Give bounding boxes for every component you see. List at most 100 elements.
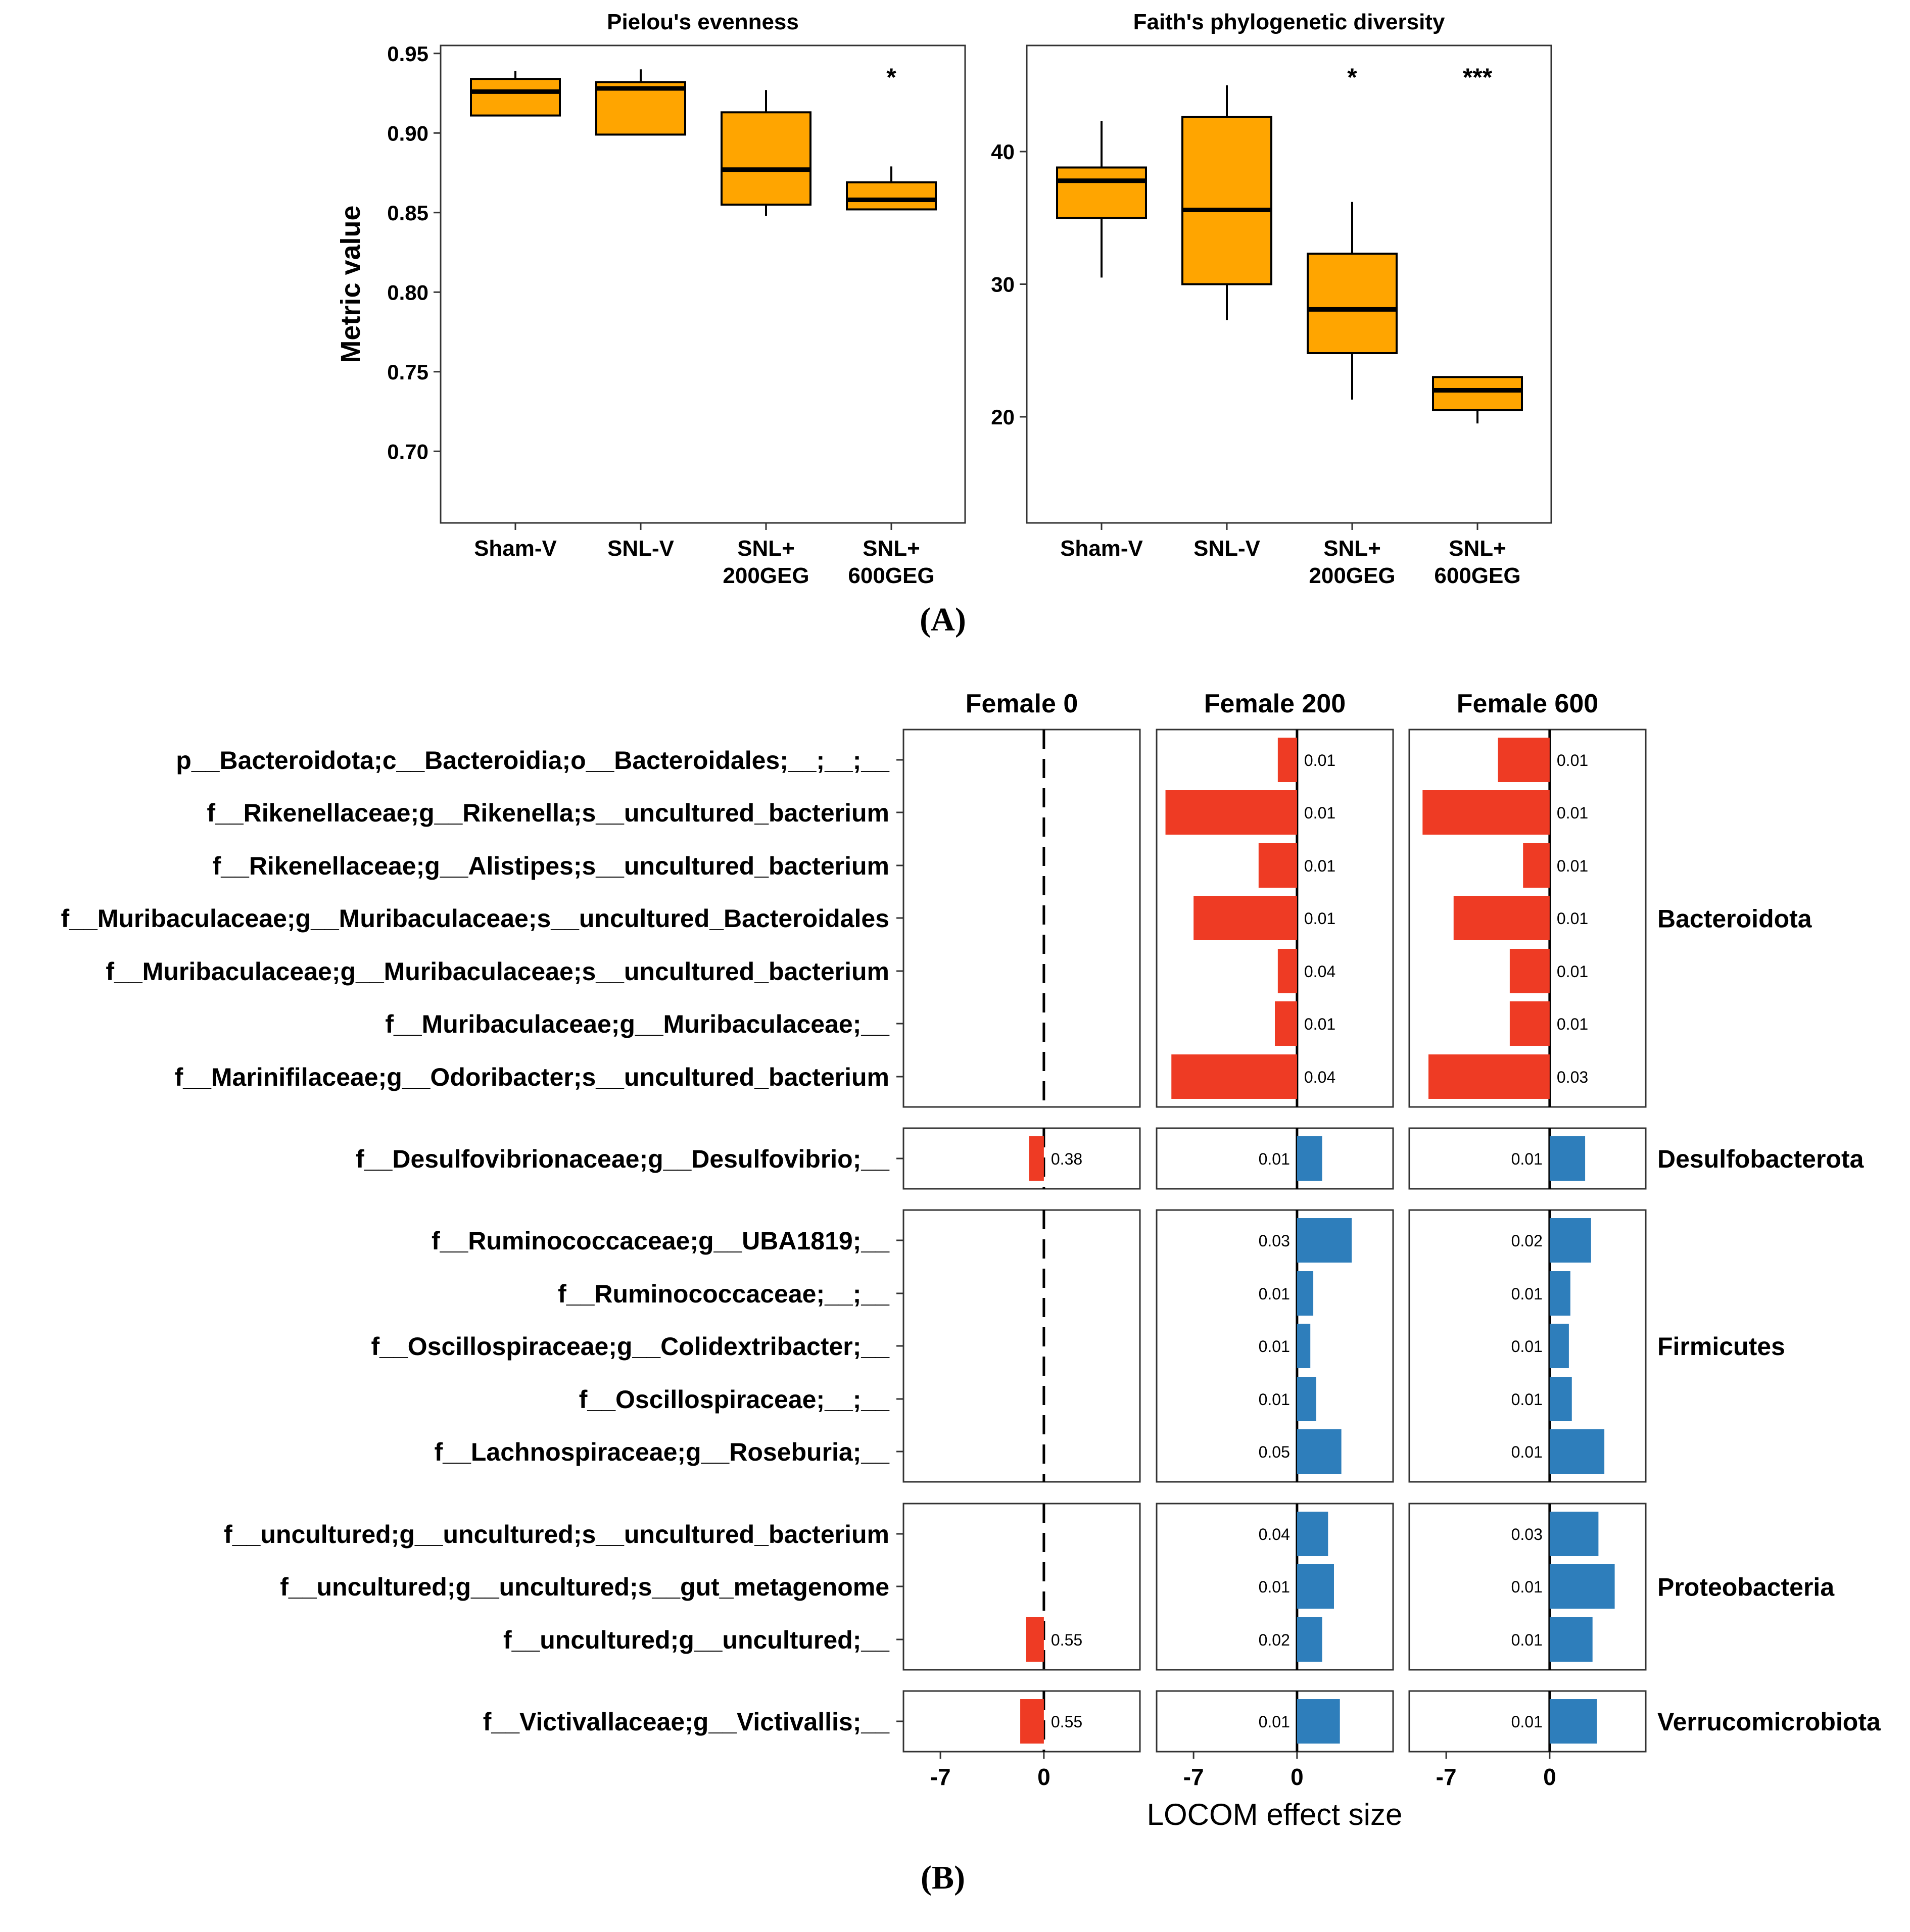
bar-negative (1026, 1617, 1044, 1662)
bar-negative (1171, 1054, 1297, 1099)
x-tick-label: SNL+ 600GEG (1434, 536, 1520, 588)
taxon-label: f__uncultured;g__uncultured;s__unculture… (224, 1520, 889, 1549)
p-value-label: 0.01 (1557, 1015, 1588, 1033)
x-tick-label-line: 600GEG (1434, 563, 1520, 588)
bar-negative (1509, 949, 1550, 993)
bar-negative (1498, 738, 1550, 782)
x-tick-label: 0 (1543, 1764, 1556, 1790)
facet-frame (1408, 1503, 1647, 1671)
panel-b-label: (B) (921, 1859, 965, 1896)
facet-header: Female 0 (966, 689, 1078, 718)
p-value-label: 0.03 (1511, 1525, 1543, 1543)
facet-header: Female 600 (1457, 689, 1598, 718)
p-value-label: 0.01 (1557, 962, 1588, 981)
box (1432, 376, 1523, 411)
p-value-label: 0.01 (1259, 1390, 1290, 1409)
bar-positive (1297, 1136, 1322, 1181)
x-tick-label: SNL+ 600GEG (848, 536, 934, 588)
bar-positive (1297, 1564, 1334, 1609)
x-tick-label: 0 (1037, 1764, 1051, 1790)
taxon-label: f__Ruminococcaceae;__;__ (558, 1280, 890, 1308)
x-tick-label: 0 (1291, 1764, 1304, 1790)
p-value-label: 0.38 (1051, 1150, 1082, 1168)
bar-positive (1549, 1324, 1569, 1368)
plot-frame (440, 44, 966, 524)
bar-negative (1277, 738, 1297, 782)
taxon-label: f__Oscillospiraceae;g__Colidextribacter;… (371, 1332, 890, 1361)
x-tick-label: Sham-V (474, 536, 557, 561)
x-tick-label: Sham-V (1060, 536, 1143, 561)
bar-negative (1275, 1001, 1297, 1046)
x-tick-label: SNL-V (1193, 536, 1261, 561)
facet-frame (1408, 729, 1647, 1108)
p-value-label: 0.01 (1557, 751, 1588, 769)
p-value-label: 0.01 (1511, 1713, 1543, 1731)
phylum-strip-label: Desulfobacterota (1657, 1145, 1865, 1173)
taxon-label: f__Rikenellaceae;g__Alistipes;s__uncultu… (213, 852, 889, 880)
bar-positive (1297, 1218, 1352, 1263)
y-tick-label: 20 (991, 405, 1015, 429)
x-tick-label-line: SNL-V (1193, 536, 1261, 561)
y-tick-label: 0.80 (387, 280, 428, 304)
facet-frame (902, 1503, 1141, 1671)
panel-b-locom-bars: Female 0 Female 200 Female 600 Bacteroidota… (61, 689, 1881, 1831)
bar-positive (1549, 1699, 1597, 1744)
p-value-label: 0.03 (1557, 1068, 1588, 1086)
p-value-label: 0.01 (1511, 1390, 1543, 1409)
p-value-label: 0.04 (1304, 962, 1335, 981)
p-value-label: 0.01 (1557, 857, 1588, 875)
p-value-label: 0.01 (1304, 857, 1335, 875)
bar-positive (1549, 1512, 1599, 1556)
bar-positive (1297, 1617, 1322, 1662)
x-tick-label-line: Sham-V (474, 536, 557, 561)
taxon-label: f__uncultured;g__uncultured;__ (503, 1626, 890, 1654)
bar-positive (1297, 1512, 1328, 1556)
box (721, 111, 811, 206)
y-tick-label: 0.90 (387, 121, 428, 145)
taxon-label: f__Marinifilaceae;g__Odoribacter;s__uncu… (175, 1063, 889, 1091)
p-value-label: 0.01 (1511, 1150, 1543, 1168)
x-tick-label-line: SNL+ (863, 536, 920, 561)
p-value-label: 0.01 (1304, 1015, 1335, 1033)
box (1181, 116, 1272, 285)
x-tick-label-line: SNL+ (737, 536, 795, 561)
p-value-label: 0.04 (1259, 1525, 1290, 1543)
bar-positive (1297, 1699, 1340, 1744)
facet-frame (1408, 1127, 1647, 1190)
box (1056, 166, 1147, 219)
x-tick-label: SNL+ 200GEG (723, 536, 809, 588)
p-value-label: 0.03 (1259, 1232, 1290, 1250)
facet-frame (902, 1127, 1141, 1190)
bar-positive (1297, 1271, 1314, 1316)
taxon-label: f__Ruminococcaceae;g__UBA1819;__ (432, 1227, 890, 1255)
p-value-label: 0.01 (1511, 1285, 1543, 1303)
taxon-label: f__Muribaculaceae;g__Muribaculaceae;s__u… (106, 957, 889, 986)
bar-negative (1422, 790, 1550, 835)
bar-positive (1549, 1377, 1572, 1421)
facet-frame (1156, 1503, 1394, 1671)
x-tick-label-line: SNL-V (607, 536, 675, 561)
x-tick-label: -7 (1183, 1764, 1204, 1790)
x-tick-label: SNL+ 200GEG (1309, 536, 1395, 588)
x-tick-label: -7 (1436, 1764, 1457, 1790)
phylum-strip-label: Firmicutes (1657, 1332, 1785, 1361)
p-value-label: 0.04 (1304, 1068, 1335, 1086)
bar-positive (1549, 1617, 1593, 1662)
bar-negative (1165, 790, 1297, 835)
facet-frame (1156, 1127, 1394, 1190)
bar-negative (1258, 843, 1297, 888)
box (846, 181, 937, 211)
bar-positive (1297, 1324, 1311, 1368)
phylum-strip-label: Proteobacteria (1657, 1573, 1835, 1602)
bar-positive (1549, 1429, 1605, 1474)
p-value-label: 0.01 (1259, 1337, 1290, 1356)
taxon-label: f__Muribaculaceae;g__Muribaculaceae;s__u… (61, 904, 889, 933)
y-tick-label: 0.70 (387, 440, 428, 463)
significance-mark: *** (1463, 63, 1493, 91)
x-tick-label: SNL-V (607, 536, 675, 561)
panel-a-boxplots: Pielou's evenness 0.70 0.75 0.80 0.85 0.90 0.9… (336, 10, 1552, 588)
bar-positive (1549, 1218, 1591, 1263)
p-value-label: 0.01 (1511, 1631, 1543, 1649)
y-tick-label: 0.95 (387, 42, 428, 66)
